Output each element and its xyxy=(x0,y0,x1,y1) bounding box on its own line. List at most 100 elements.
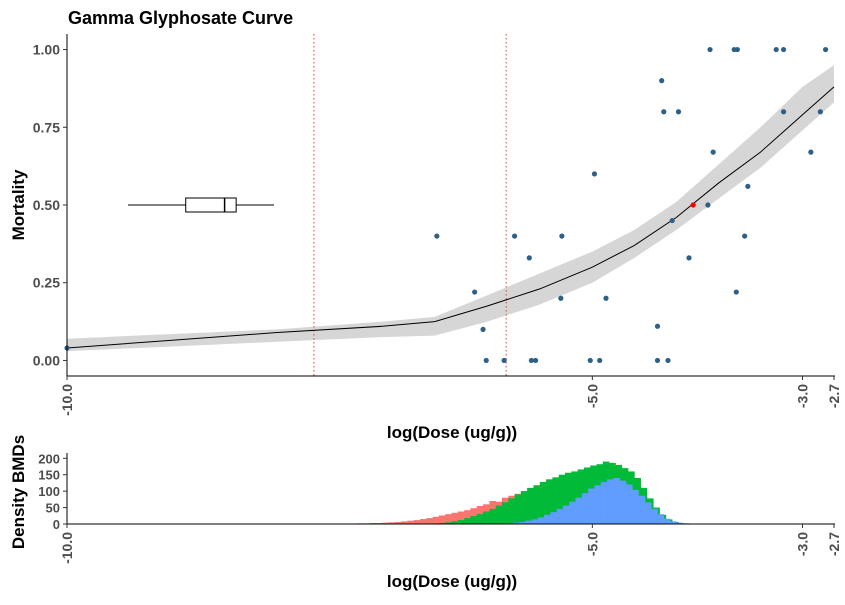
y-tick-label-5: 1.00 xyxy=(33,42,60,58)
x-tick-label-1: -10.0 xyxy=(59,384,75,416)
data-point-5 xyxy=(501,358,506,363)
data-point-26 xyxy=(707,47,712,52)
data-point-33 xyxy=(781,109,786,114)
data-point-31 xyxy=(745,184,750,189)
confidence-band xyxy=(67,65,834,351)
hist-bar-s1-13 xyxy=(420,519,427,524)
x-tick-label-4: -2.7 xyxy=(826,384,842,408)
data-point-14 xyxy=(597,358,602,363)
hist-bar-s3-26 xyxy=(664,519,671,524)
hist-bar-s3-25 xyxy=(657,514,664,524)
data-point-15 xyxy=(603,296,608,301)
histogram-y-tick-label-5: 200 xyxy=(38,451,60,466)
fit-curve-line xyxy=(67,87,834,348)
hist-bar-s3-18 xyxy=(613,478,620,524)
data-point-10 xyxy=(559,233,564,238)
fit-curve-layer xyxy=(67,87,834,348)
data-point-1 xyxy=(434,233,439,238)
histogram-y-tick-label-1: 0 xyxy=(53,517,60,532)
data-point-28 xyxy=(735,47,740,52)
hist-bar-s2-15 xyxy=(521,491,528,524)
hist-bar-s3-5 xyxy=(531,519,538,524)
histogram-y-tick-label-3: 100 xyxy=(38,484,60,499)
hist-bar-s3-24 xyxy=(651,509,658,524)
boxplot-box xyxy=(186,198,236,212)
data-point-19 xyxy=(659,78,664,83)
data-point-29 xyxy=(734,289,739,294)
boxplot-layer xyxy=(128,198,274,212)
data-point-24 xyxy=(705,202,710,207)
hist-bar-s2-12 xyxy=(502,502,509,524)
hist-bar-s2-9 xyxy=(483,512,490,524)
hist-bar-s3-8 xyxy=(550,512,557,524)
hist-bar-s3-11 xyxy=(569,502,576,524)
hist-bar-s2-10 xyxy=(489,509,496,524)
hist-bar-s2-14 xyxy=(515,494,522,524)
data-point-13 xyxy=(592,171,597,176)
x-tick-label-3: -3.0 xyxy=(794,384,810,408)
histogram-y-tick-label-2: 50 xyxy=(46,501,60,516)
hist-bar-s3-23 xyxy=(645,502,652,524)
main-plot-panel: 0.000.250.500.751.00-10.0-5.0-3.0-2.7 xyxy=(33,34,842,416)
hist-bar-s1-15 xyxy=(433,517,440,524)
highlight-point xyxy=(691,202,696,207)
histogram-y-tick-label-4: 150 xyxy=(38,468,60,483)
confidence-band-layer xyxy=(67,65,834,351)
hist-bar-s3-9 xyxy=(557,509,564,524)
hist-bar-s1-16 xyxy=(439,515,446,524)
hist-bar-s3-17 xyxy=(607,479,614,524)
data-point-21 xyxy=(670,218,675,223)
data-point-37 xyxy=(823,47,828,52)
hist-bar-s3-20 xyxy=(626,485,633,524)
data-point-3 xyxy=(480,327,485,332)
hist-bar-s3-10 xyxy=(563,506,570,524)
hist-bar-s2-7 xyxy=(470,516,477,524)
hist-bar-s1-12 xyxy=(414,520,421,524)
y-tick-label-3: 0.50 xyxy=(33,197,60,213)
data-point-30 xyxy=(742,233,747,238)
hist-bar-s3-12 xyxy=(576,498,583,524)
hist-bar-s3-6 xyxy=(538,517,545,524)
data-point-36 xyxy=(818,109,823,114)
hist-bar-s2-5 xyxy=(458,520,465,524)
data-point-12 xyxy=(588,358,593,363)
hist-bar-s3-13 xyxy=(582,493,589,524)
data-point-23 xyxy=(686,255,691,260)
histogram-x-axis-title: log(Dose (ug/g)) xyxy=(387,572,517,591)
data-point-6 xyxy=(512,233,517,238)
data-point-20 xyxy=(665,358,670,363)
histogram-bars-layer xyxy=(344,462,695,524)
hist-bar-s3-22 xyxy=(639,496,646,524)
y-axis-title: Mortality xyxy=(9,169,28,240)
data-point-16 xyxy=(655,358,660,363)
hist-bar-s3-21 xyxy=(632,490,639,524)
data-point-2 xyxy=(472,289,477,294)
data-point-11 xyxy=(558,296,563,301)
data-point-17 xyxy=(655,324,660,329)
histogram-x-tick-label-2: -5.0 xyxy=(584,532,600,556)
hist-bar-s1-14 xyxy=(426,518,433,524)
histogram-x-tick-label-3: -3.0 xyxy=(794,532,810,556)
data-point-8 xyxy=(533,358,538,363)
main-axes: 0.000.250.500.751.00-10.0-5.0-3.0-2.7 xyxy=(33,34,842,416)
data-point-9 xyxy=(527,255,532,260)
x-axis-title: log(Dose (ug/g)) xyxy=(387,423,517,442)
data-point-22 xyxy=(676,109,681,114)
data-point-35 xyxy=(808,150,813,155)
y-tick-label-1: 0.00 xyxy=(33,352,60,368)
hist-bar-s3-19 xyxy=(620,481,627,524)
hist-bar-s2-16 xyxy=(527,488,534,524)
y-tick-label-4: 0.75 xyxy=(33,119,60,135)
data-point-18 xyxy=(661,109,666,114)
hist-bar-s2-8 xyxy=(477,514,484,524)
histogram-x-tick-label-1: -10.0 xyxy=(59,532,75,564)
data-point-25 xyxy=(711,150,716,155)
data-point-32 xyxy=(774,47,779,52)
y-tick-label-2: 0.25 xyxy=(33,275,60,291)
data-point-4 xyxy=(484,358,489,363)
hist-bar-s3-15 xyxy=(594,485,601,524)
